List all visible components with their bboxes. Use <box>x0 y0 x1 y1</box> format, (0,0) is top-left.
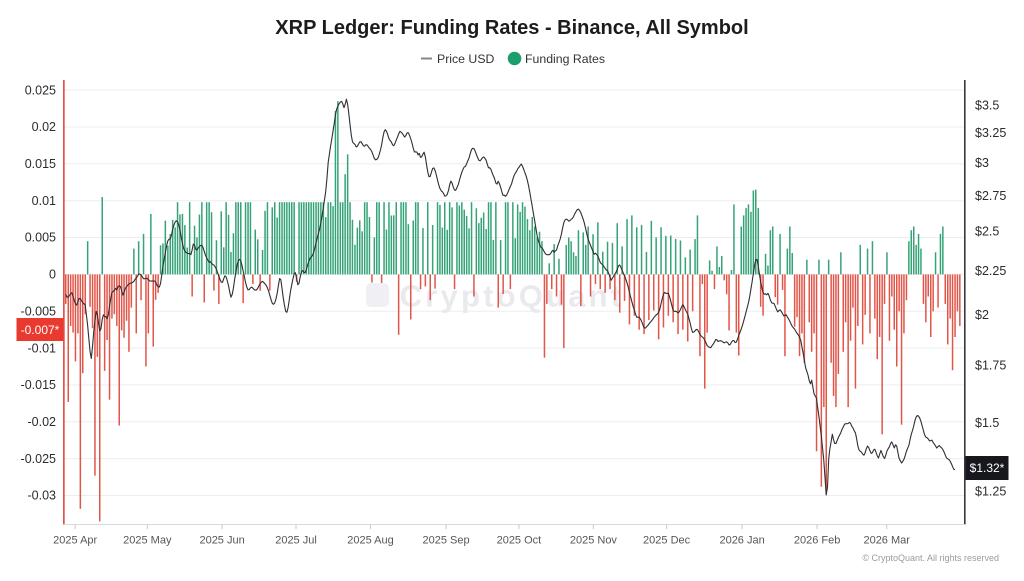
svg-text:0.005: 0.005 <box>25 231 56 245</box>
svg-text:$3.25: $3.25 <box>975 126 1006 140</box>
svg-text:2026 Mar: 2026 Mar <box>863 535 910 547</box>
svg-text:2026 Jan: 2026 Jan <box>719 535 764 547</box>
svg-text:2025 Nov: 2025 Nov <box>570 535 618 547</box>
svg-text:2026 Feb: 2026 Feb <box>794 535 840 547</box>
svg-text:Price USD: Price USD <box>437 52 495 66</box>
svg-text:0: 0 <box>49 268 56 282</box>
svg-text:2025 Aug: 2025 Aug <box>347 535 394 547</box>
svg-text:2025 Sep: 2025 Sep <box>423 535 470 547</box>
svg-text:XRP Ledger: Funding Rates - Bi: XRP Ledger: Funding Rates - Binance, All… <box>275 17 748 39</box>
svg-text:$1.75: $1.75 <box>975 358 1006 372</box>
svg-text:0.02: 0.02 <box>32 120 56 134</box>
svg-text:$3.5: $3.5 <box>975 99 999 113</box>
svg-text:2025 Jun: 2025 Jun <box>199 535 244 547</box>
svg-text:-0.01: -0.01 <box>28 341 57 355</box>
svg-text:0.025: 0.025 <box>25 83 56 97</box>
svg-text:-0.005: -0.005 <box>21 304 56 318</box>
svg-text:$2: $2 <box>975 308 989 322</box>
svg-text:$1.25: $1.25 <box>975 484 1006 498</box>
svg-text:0.01: 0.01 <box>32 194 56 208</box>
svg-text:2025 Dec: 2025 Dec <box>643 535 691 547</box>
svg-text:$3: $3 <box>975 156 989 170</box>
svg-text:0.015: 0.015 <box>25 157 56 171</box>
svg-text:-0.025: -0.025 <box>21 452 56 466</box>
svg-text:2025 Apr: 2025 Apr <box>53 535 97 547</box>
svg-text:$1.32*: $1.32* <box>970 461 1005 475</box>
svg-text:-0.03: -0.03 <box>28 489 57 503</box>
svg-text:-0.015: -0.015 <box>21 378 56 392</box>
svg-text:$2.25: $2.25 <box>975 264 1006 278</box>
svg-text:© CryptoQuant. All rights rese: © CryptoQuant. All rights reserved <box>862 553 999 563</box>
svg-text:-0.007*: -0.007* <box>21 323 60 337</box>
svg-text:2025 May: 2025 May <box>123 535 172 547</box>
svg-text:$2.5: $2.5 <box>975 225 999 239</box>
svg-text:$2.75: $2.75 <box>975 189 1006 203</box>
svg-text:2025 Oct: 2025 Oct <box>497 535 542 547</box>
svg-text:Funding Rates: Funding Rates <box>525 52 605 66</box>
svg-text:2025 Jul: 2025 Jul <box>275 535 317 547</box>
svg-text:-0.02: -0.02 <box>28 415 57 429</box>
svg-text:$1.5: $1.5 <box>975 416 999 430</box>
